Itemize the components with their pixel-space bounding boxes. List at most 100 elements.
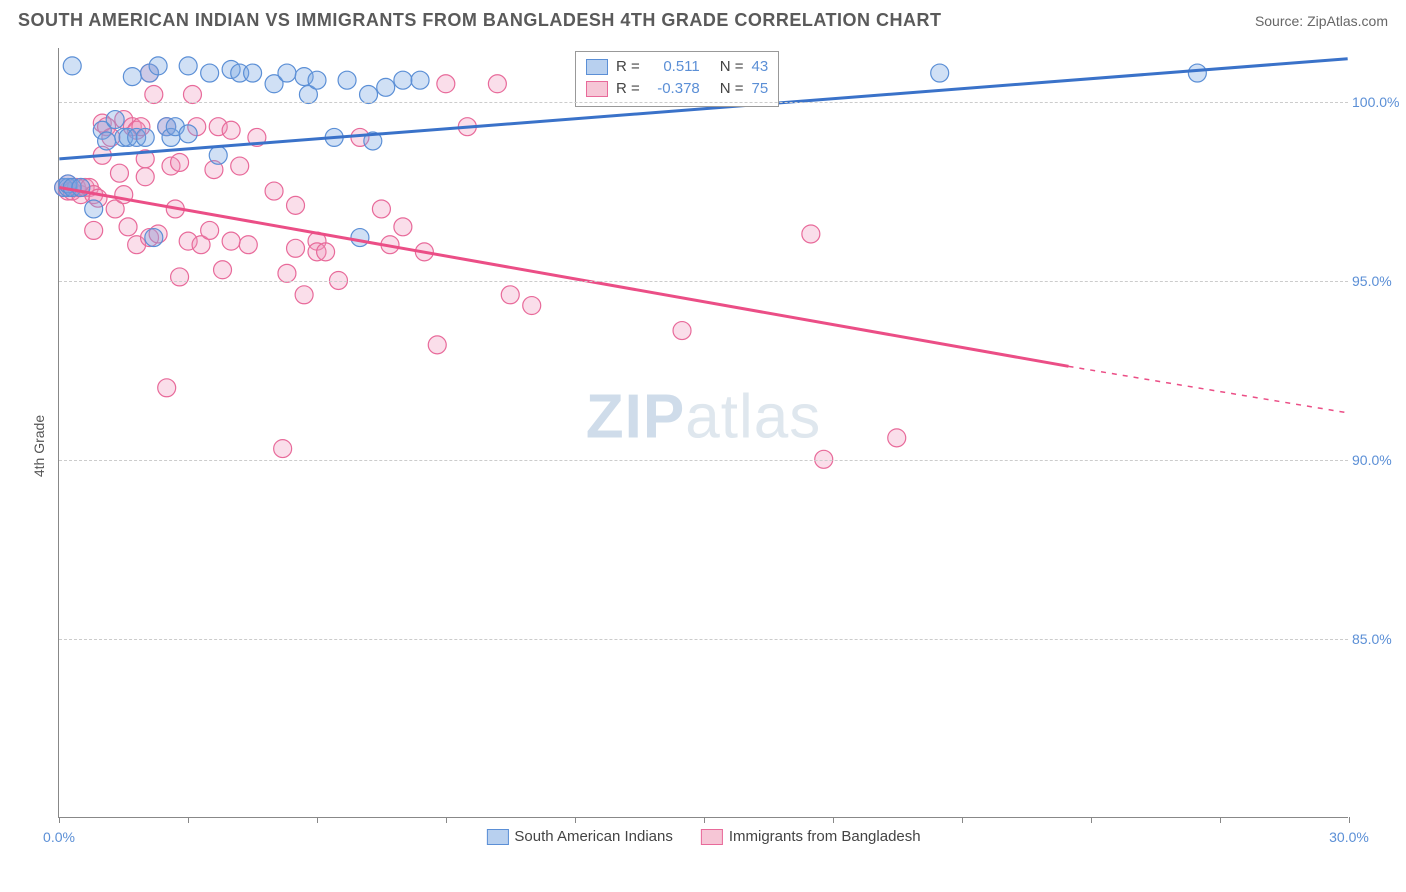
x-tick — [1220, 817, 1221, 823]
data-point — [85, 221, 103, 239]
data-point — [351, 229, 369, 247]
gridline-h — [59, 281, 1348, 282]
legend-bottom: South American Indians Immigrants from Ba… — [486, 828, 920, 845]
x-tick — [59, 817, 60, 823]
legend-swatch — [586, 59, 608, 75]
data-point — [287, 196, 305, 214]
data-point — [145, 229, 163, 247]
data-point — [428, 336, 446, 354]
data-point — [377, 78, 395, 96]
data-point — [338, 71, 356, 89]
data-point — [214, 261, 232, 279]
data-point — [179, 57, 197, 75]
data-point — [488, 75, 506, 93]
data-point — [201, 64, 219, 82]
chart-svg — [59, 48, 1348, 817]
y-tick-label: 95.0% — [1352, 273, 1406, 289]
legend-row: R = -0.378 N = 75 — [586, 78, 768, 100]
legend-swatch — [586, 81, 608, 97]
data-point — [171, 268, 189, 286]
data-point — [171, 153, 189, 171]
data-point — [308, 71, 326, 89]
data-point — [239, 236, 257, 254]
legend-item: Immigrants from Bangladesh — [701, 828, 921, 845]
legend-r-value: 0.511 — [648, 56, 700, 78]
data-point — [222, 232, 240, 250]
x-tick — [1349, 817, 1350, 823]
chart-title: SOUTH AMERICAN INDIAN VS IMMIGRANTS FROM… — [18, 10, 942, 31]
data-point — [149, 57, 167, 75]
plot-area: ZIPatlas R =0.511N =43R =-0.378N =75 Sou… — [58, 48, 1348, 818]
y-tick-label: 100.0% — [1352, 94, 1406, 110]
data-point — [411, 71, 429, 89]
data-point — [123, 68, 141, 86]
data-point — [110, 164, 128, 182]
y-tick-label: 85.0% — [1352, 631, 1406, 647]
legend-r-value: -0.378 — [648, 78, 700, 100]
data-point — [295, 286, 313, 304]
data-point — [501, 286, 519, 304]
x-tick — [188, 817, 189, 823]
data-point — [265, 182, 283, 200]
legend-item: South American Indians — [486, 828, 672, 845]
data-point — [201, 221, 219, 239]
legend-swatch — [486, 829, 508, 845]
data-point — [63, 57, 81, 75]
legend-label: Immigrants from Bangladesh — [729, 828, 921, 845]
data-point — [437, 75, 455, 93]
data-point — [222, 121, 240, 139]
x-tick — [962, 817, 963, 823]
data-point — [673, 322, 691, 340]
data-point — [274, 440, 292, 458]
data-point — [1188, 64, 1206, 82]
data-point — [136, 168, 154, 186]
x-tick — [704, 817, 705, 823]
trendline-ifb — [59, 187, 1068, 366]
legend-swatch — [701, 829, 723, 845]
x-tick — [833, 817, 834, 823]
x-tick — [446, 817, 447, 823]
data-point — [136, 128, 154, 146]
x-tick — [575, 817, 576, 823]
data-point — [278, 64, 296, 82]
data-point — [278, 264, 296, 282]
data-point — [244, 64, 262, 82]
legend-n-label: N = — [720, 56, 744, 78]
data-point — [931, 64, 949, 82]
data-point — [372, 200, 390, 218]
source-label: Source: ZipAtlas.com — [1255, 13, 1388, 29]
x-tick — [1091, 817, 1092, 823]
y-tick-label: 90.0% — [1352, 452, 1406, 468]
gridline-h — [59, 102, 1348, 103]
trendline-ifb-extrapolated — [1069, 366, 1348, 412]
data-point — [523, 297, 541, 315]
data-point — [231, 157, 249, 175]
gridline-h — [59, 639, 1348, 640]
y-axis-label: 4th Grade — [31, 415, 47, 477]
data-point — [119, 218, 137, 236]
legend-r-label: R = — [616, 78, 640, 100]
x-tick — [317, 817, 318, 823]
data-point — [317, 243, 335, 261]
legend-n-value: 43 — [752, 56, 769, 78]
legend-label: South American Indians — [514, 828, 672, 845]
data-point — [394, 218, 412, 236]
x-tick-label: 0.0% — [43, 829, 75, 845]
data-point — [888, 429, 906, 447]
legend-n-value: 75 — [752, 78, 769, 100]
data-point — [106, 111, 124, 129]
legend-row: R = 0.511 N = 43 — [586, 56, 768, 78]
legend-n-label: N = — [720, 78, 744, 100]
data-point — [85, 200, 103, 218]
gridline-h — [59, 460, 1348, 461]
x-tick-label: 30.0% — [1329, 829, 1369, 845]
data-point — [98, 132, 116, 150]
data-point — [209, 146, 227, 164]
legend-correlation-box: R = 0.511 N = 43 R = -0.378 N = 75 — [575, 51, 779, 107]
legend-r-label: R = — [616, 56, 640, 78]
data-point — [179, 125, 197, 143]
data-point — [802, 225, 820, 243]
data-point — [158, 379, 176, 397]
data-point — [394, 71, 412, 89]
data-point — [287, 239, 305, 257]
